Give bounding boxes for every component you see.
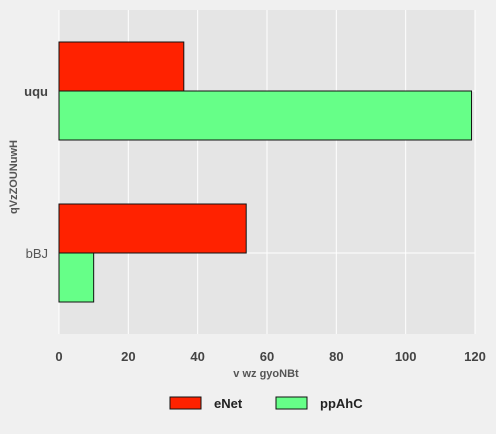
legend-label-eNet: eNet xyxy=(214,396,243,411)
y-axis-ticks: uqu bBJ xyxy=(24,84,48,261)
legend: eNet ppAhC xyxy=(169,396,363,411)
y-tick-label: bBJ xyxy=(26,246,48,261)
x-tick-label: 80 xyxy=(329,349,343,364)
legend-swatch-eNet xyxy=(169,396,202,410)
x-tick-label: 20 xyxy=(121,349,135,364)
x-tick-label: 0 xyxy=(55,349,62,364)
x-axis-ticks: 0 20 40 60 80 100 120 xyxy=(55,349,485,364)
x-tick-label: 60 xyxy=(260,349,274,364)
bar-ppAhC-bBJ xyxy=(58,252,95,303)
legend-swatch-ppAhC xyxy=(275,396,308,410)
bar-eNet-bBJ xyxy=(58,203,247,254)
bars xyxy=(58,41,473,303)
bar-ppAhC-uqu xyxy=(58,90,473,141)
x-tick-label: 100 xyxy=(395,349,417,364)
y-axis-title: qVzZOUNuwH xyxy=(8,140,20,214)
bar-eNet-uqu xyxy=(58,41,185,92)
x-tick-label: 40 xyxy=(190,349,204,364)
y-tick-label: uqu xyxy=(24,84,48,99)
x-axis-title: v wz gyoNBt xyxy=(233,368,299,380)
x-tick-label: 120 xyxy=(464,349,486,364)
legend-label-ppAhC: ppAhC xyxy=(320,396,363,411)
